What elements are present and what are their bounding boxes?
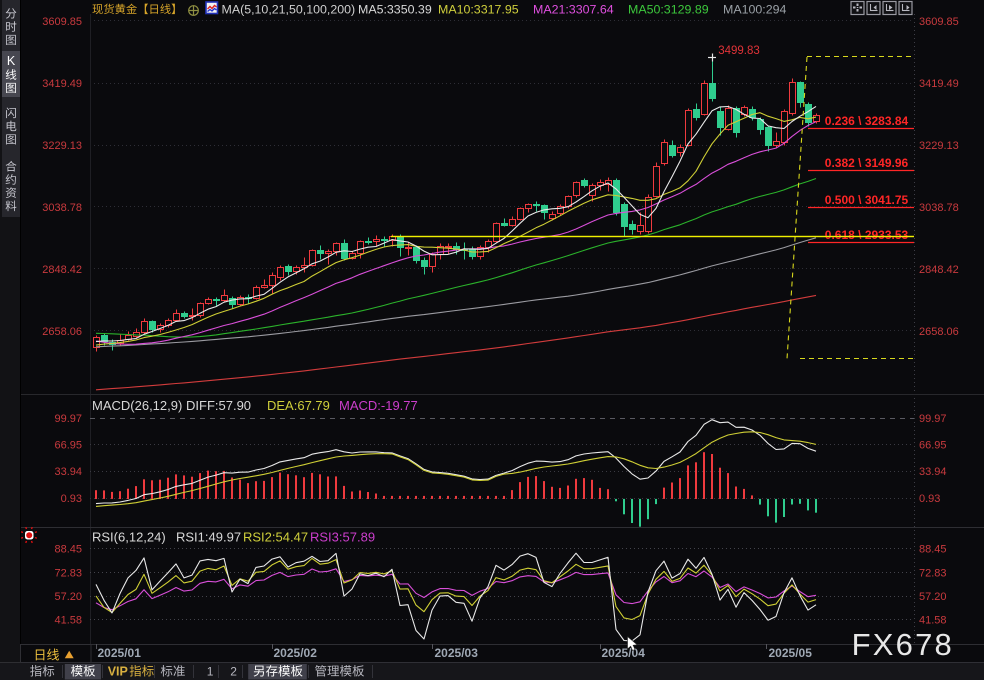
- svg-text:DIFF:57.90: DIFF:57.90: [186, 398, 251, 413]
- svg-text:3038.78: 3038.78: [919, 202, 959, 214]
- svg-text:3609.85: 3609.85: [42, 16, 82, 28]
- svg-text:57.20: 57.20: [54, 591, 82, 603]
- svg-text:88.45: 88.45: [919, 544, 947, 556]
- svg-text:RSI2:54.47: RSI2:54.47: [243, 530, 308, 545]
- svg-text:MA100:294: MA100:294: [723, 3, 786, 17]
- svg-text:RSI3:57.89: RSI3:57.89: [310, 530, 375, 545]
- svg-text:MA(5,10,21,50,100,200): MA(5,10,21,50,100,200): [222, 3, 356, 17]
- svg-text:MACD:-19.77: MACD:-19.77: [339, 398, 418, 413]
- svg-text:0.93: 0.93: [919, 493, 940, 505]
- svg-text:3229.13: 3229.13: [919, 140, 959, 152]
- svg-text:0.93: 0.93: [61, 493, 82, 505]
- svg-text:72.83: 72.83: [54, 567, 82, 579]
- svg-text:33.94: 33.94: [54, 466, 82, 478]
- svg-text:2848.42: 2848.42: [919, 264, 959, 276]
- svg-text:VIP: VIP: [108, 665, 128, 679]
- svg-text:FX678: FX678: [852, 627, 954, 662]
- svg-text:2658.06: 2658.06: [919, 326, 959, 338]
- svg-text:72.83: 72.83: [919, 567, 947, 579]
- svg-text:2658.06: 2658.06: [42, 326, 82, 338]
- svg-text:2025/05: 2025/05: [769, 646, 813, 660]
- svg-text:2848.42: 2848.42: [42, 264, 82, 276]
- svg-text:99.97: 99.97: [54, 413, 82, 425]
- svg-text:3419.49: 3419.49: [42, 78, 82, 90]
- svg-text:99.97: 99.97: [919, 413, 947, 425]
- svg-text:2025/02: 2025/02: [274, 646, 318, 660]
- svg-text:1: 1: [207, 665, 214, 679]
- svg-text:3609.85: 3609.85: [919, 16, 959, 28]
- svg-text:2: 2: [230, 665, 237, 679]
- svg-text:33.94: 33.94: [919, 466, 947, 478]
- svg-text:57.20: 57.20: [919, 591, 947, 603]
- svg-text:88.45: 88.45: [54, 544, 82, 556]
- svg-text:2025/01: 2025/01: [98, 646, 142, 660]
- svg-text:66.95: 66.95: [54, 439, 82, 451]
- svg-text:0.618 \ 2933.53: 0.618 \ 2933.53: [825, 228, 909, 242]
- svg-text:2025/04: 2025/04: [602, 646, 646, 660]
- svg-text:3229.13: 3229.13: [42, 140, 82, 152]
- svg-text:0.500 \ 3041.75: 0.500 \ 3041.75: [825, 193, 909, 207]
- svg-text:MA10:3317.95: MA10:3317.95: [438, 3, 519, 17]
- svg-text:3419.49: 3419.49: [919, 78, 959, 90]
- svg-text:MA21:3307.64: MA21:3307.64: [533, 3, 614, 17]
- svg-text:RSI(6,12,24): RSI(6,12,24): [92, 530, 166, 545]
- svg-text:RSI1:49.97: RSI1:49.97: [176, 530, 241, 545]
- svg-text:MACD(26,12,9): MACD(26,12,9): [92, 398, 182, 413]
- svg-text:MA50:3129.89: MA50:3129.89: [628, 3, 709, 17]
- svg-text:2025/03: 2025/03: [435, 646, 479, 660]
- svg-text:3038.78: 3038.78: [42, 202, 82, 214]
- svg-text:41.58: 41.58: [919, 615, 947, 627]
- svg-text:0.382 \ 3149.96: 0.382 \ 3149.96: [825, 156, 909, 170]
- svg-text:K: K: [7, 54, 16, 68]
- svg-text:DEA:67.79: DEA:67.79: [267, 398, 330, 413]
- svg-text:41.58: 41.58: [54, 615, 82, 627]
- svg-text:0.236 \ 3283.84: 0.236 \ 3283.84: [825, 114, 909, 128]
- svg-text:MA5:3350.39: MA5:3350.39: [358, 3, 432, 17]
- svg-text:66.95: 66.95: [919, 439, 947, 451]
- svg-text:3499.83: 3499.83: [718, 45, 760, 57]
